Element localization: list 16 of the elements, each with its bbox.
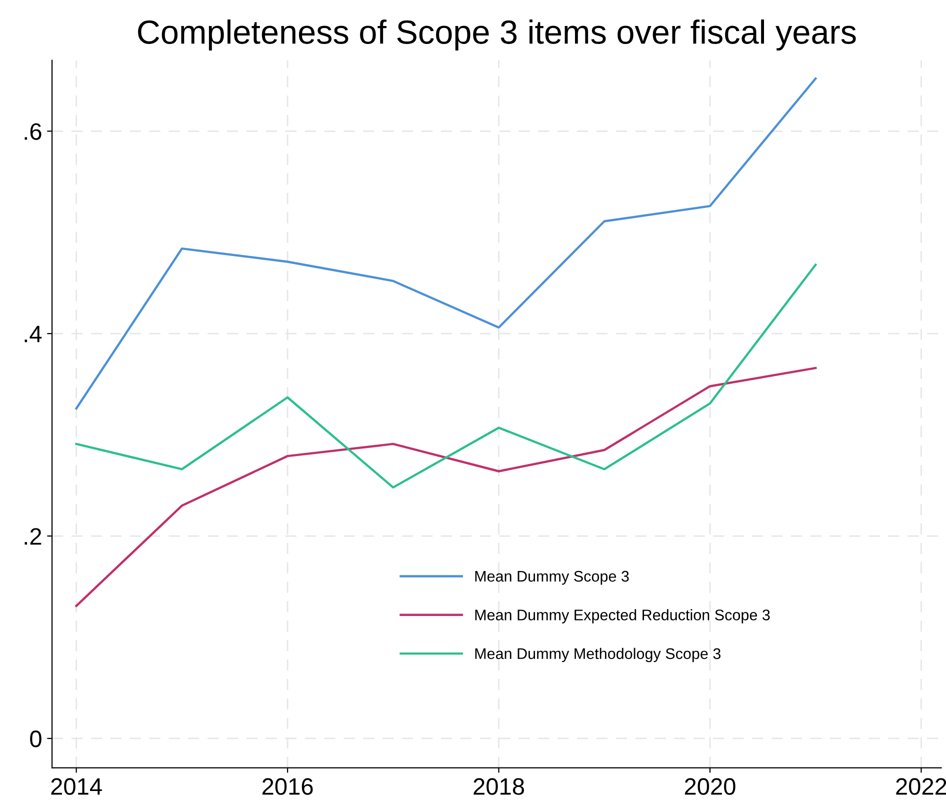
- y-tick-label: .4: [24, 326, 42, 342]
- y-tick-label: .6: [24, 123, 42, 140]
- x-tick-label: 2022: [896, 778, 946, 795]
- y-tick-label: 0: [30, 730, 42, 748]
- y-tick-label: .2: [24, 528, 42, 545]
- legend-label: Mean Dummy Methodology Scope 3: [475, 648, 721, 662]
- x-tick-label: 2016: [262, 778, 313, 795]
- line-series: [75, 366, 817, 607]
- legend-label: Mean Dummy Expected Reduction Scope 3: [475, 609, 770, 624]
- chart-title: Completeness of Scope 3 items over fiscal years: [138, 19, 856, 51]
- line-series: [75, 77, 817, 410]
- legend-label: Mean Dummy Scope 3: [475, 570, 629, 585]
- x-tick-label: 2020: [684, 778, 736, 795]
- x-tick-label: 2018: [474, 778, 524, 795]
- line-series: [75, 264, 817, 489]
- x-tick-label: 2014: [51, 778, 102, 795]
